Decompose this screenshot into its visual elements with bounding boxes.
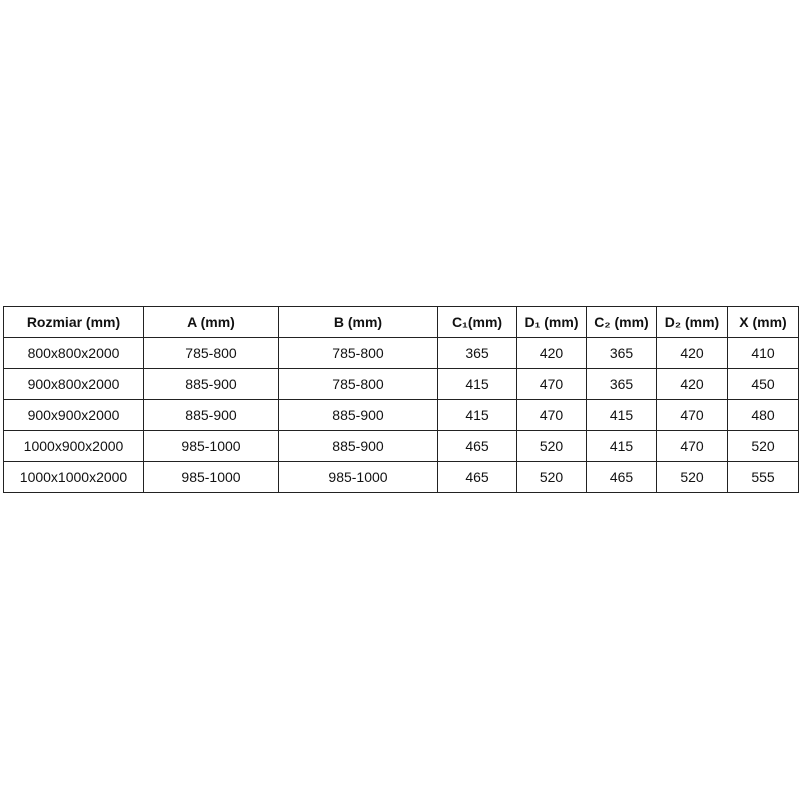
table-cell: 450 — [727, 368, 799, 400]
table-cell: 520 — [516, 461, 587, 493]
table-cell: 470 — [516, 368, 587, 400]
table-cell: 420 — [516, 337, 587, 369]
table-row: 900x800x2000 885-900 785-800 415 470 365 420 45… — [3, 368, 799, 400]
column-header: A (mm) — [143, 306, 279, 338]
table-cell: 800x800x2000 — [3, 337, 144, 369]
table-header-row: Rozmiar (mm) A (mm) B (mm) C₁(mm) D₁ (mm) C₂ … — [3, 306, 799, 338]
table-row: 1000x1000x2000 985-1000 985-1000 465 520 465 5… — [3, 461, 799, 493]
table-cell: 785-800 — [278, 337, 438, 369]
column-header: D₁ (mm) — [516, 306, 587, 338]
table-cell: 470 — [656, 430, 728, 462]
table-cell: 520 — [656, 461, 728, 493]
table-cell: 365 — [437, 337, 517, 369]
table-cell: 785-800 — [143, 337, 279, 369]
table-cell: 885-900 — [278, 399, 438, 431]
table-cell: 465 — [437, 461, 517, 493]
table-cell: 465 — [437, 430, 517, 462]
table-cell: 985-1000 — [143, 461, 279, 493]
table-row: 800x800x2000 785-800 785-800 365 420 365 420 41… — [3, 337, 799, 369]
table-cell: 415 — [586, 430, 657, 462]
table-cell: 365 — [586, 368, 657, 400]
table-cell: 470 — [656, 399, 728, 431]
table-cell: 520 — [727, 430, 799, 462]
table-cell: 1000x900x2000 — [3, 430, 144, 462]
table-cell: 520 — [516, 430, 587, 462]
table-cell: 885-900 — [278, 430, 438, 462]
table-cell: 885-900 — [143, 368, 279, 400]
table-cell: 985-1000 — [143, 430, 279, 462]
table-cell: 420 — [656, 368, 728, 400]
table-row: 1000x900x2000 985-1000 885-900 465 520 415 470… — [3, 430, 799, 462]
table-cell: 470 — [516, 399, 587, 431]
table-cell: 555 — [727, 461, 799, 493]
dimensions-table: Rozmiar (mm) A (mm) B (mm) C₁(mm) D₁ (mm) C₂ … — [3, 306, 799, 493]
table-cell: 415 — [437, 368, 517, 400]
column-header: C₂ (mm) — [586, 306, 657, 338]
table-cell: 365 — [586, 337, 657, 369]
table-cell: 900x900x2000 — [3, 399, 144, 431]
table-cell: 480 — [727, 399, 799, 431]
table-cell: 1000x1000x2000 — [3, 461, 144, 493]
column-header: D₂ (mm) — [656, 306, 728, 338]
table-cell: 465 — [586, 461, 657, 493]
table-cell: 415 — [586, 399, 657, 431]
table-row: 900x900x2000 885-900 885-900 415 470 415 470 48… — [3, 399, 799, 431]
table-cell: 410 — [727, 337, 799, 369]
table-cell: 900x800x2000 — [3, 368, 144, 400]
table-cell: 785-800 — [278, 368, 438, 400]
column-header: B (mm) — [278, 306, 438, 338]
table-cell: 420 — [656, 337, 728, 369]
column-header: C₁(mm) — [437, 306, 517, 338]
column-header: Rozmiar (mm) — [3, 306, 144, 338]
column-header: X (mm) — [727, 306, 799, 338]
table-cell: 885-900 — [143, 399, 279, 431]
table-cell: 985-1000 — [278, 461, 438, 493]
table-cell: 415 — [437, 399, 517, 431]
